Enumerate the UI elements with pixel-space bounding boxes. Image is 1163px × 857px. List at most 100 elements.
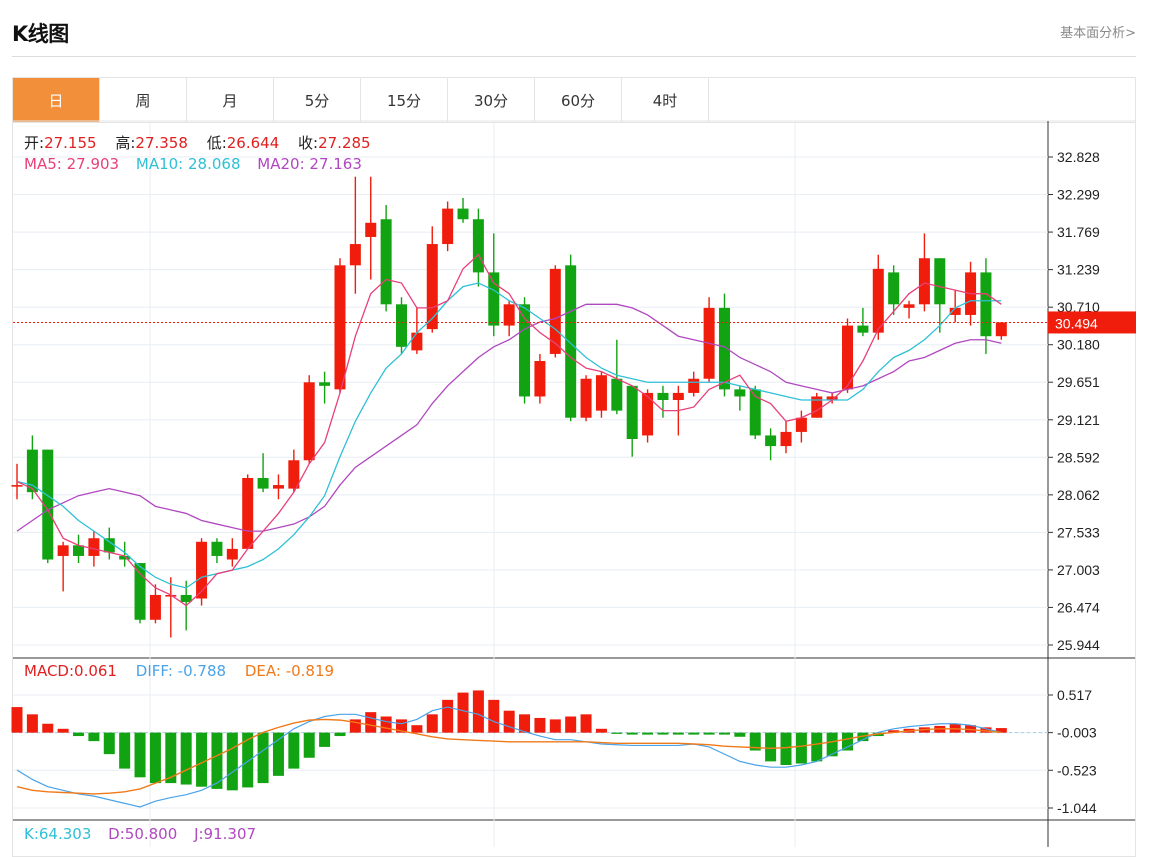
close-label: 收: (298, 134, 319, 152)
candle-body (149, 594, 161, 620)
candle-body (918, 258, 930, 305)
candle (257, 453, 269, 493)
macd-bar (365, 712, 377, 733)
candle-body (442, 208, 454, 245)
macd-bar (842, 732, 854, 751)
candle-body (503, 304, 515, 326)
candle (980, 258, 992, 354)
tab-30min[interactable]: 30分 (448, 78, 535, 122)
candle (334, 258, 346, 393)
tab-month[interactable]: 月 (187, 78, 274, 122)
macd-bar (503, 710, 515, 733)
macd-bar (549, 719, 561, 733)
candle (595, 371, 607, 418)
kline-panel: 日 周 月 5分 15分 30分 60分 4时 (12, 77, 1136, 857)
candle (457, 197, 469, 223)
candle (149, 584, 161, 624)
j-label: J: (194, 825, 204, 843)
macd-bar (472, 690, 484, 733)
candle-body (980, 272, 992, 337)
tab-15min[interactable]: 15分 (361, 78, 448, 122)
candle-body (257, 477, 269, 489)
candle (519, 297, 531, 404)
high-label: 高: (115, 134, 136, 152)
open-label: 开: (24, 134, 45, 152)
macd-tick-label: -1.044 (1057, 800, 1097, 816)
macd-bar (380, 716, 392, 733)
macd-bar (303, 732, 315, 758)
price-tick-label: 25.944 (1057, 637, 1100, 653)
candle-body (995, 322, 1007, 337)
dea-label: DEA: (244, 662, 281, 680)
candle (103, 527, 115, 560)
macd-bar (642, 732, 654, 735)
candle (657, 385, 669, 418)
macd-tick-label: -0.523 (1057, 762, 1097, 778)
tab-week[interactable]: 周 (100, 78, 187, 122)
candle-body (718, 307, 730, 390)
candle-body (534, 361, 546, 397)
macd-bar (57, 728, 69, 733)
k-label: K: (24, 825, 39, 843)
macd-bar (595, 728, 607, 733)
candle-body (734, 389, 746, 397)
candle-body (319, 382, 331, 386)
candle-body (119, 555, 131, 560)
candle-body (749, 389, 761, 436)
macd-bar (119, 732, 131, 769)
macd-bar (426, 714, 438, 733)
candle (995, 322, 1007, 340)
macd-bar (196, 732, 208, 787)
macd-bar (734, 732, 746, 737)
candle-body (73, 545, 85, 556)
period-tabs: 日 周 月 5分 15分 30分 60分 4时 (13, 78, 1135, 123)
d-value: 50.800 (124, 825, 178, 843)
title-divider (12, 56, 1136, 57)
candle-body (626, 385, 638, 439)
ma5-label: MA5: (24, 155, 62, 173)
candle-body (842, 325, 854, 390)
macd-bar (826, 732, 838, 757)
macd-bar (519, 714, 531, 733)
macd-bar (180, 732, 192, 785)
tab-day[interactable]: 日 (13, 78, 100, 122)
candle (134, 563, 146, 624)
candle-body (334, 265, 346, 390)
low-value: 26.644 (226, 134, 280, 152)
ma5-line (16, 253, 1002, 607)
price-tick-label: 27.003 (1057, 562, 1100, 578)
macd-bar (457, 692, 469, 733)
tab-5min[interactable]: 5分 (274, 78, 361, 122)
candle-body (903, 304, 915, 308)
macd-bar (857, 732, 869, 742)
candle-body (88, 538, 100, 556)
macd-bar (688, 732, 700, 735)
candle-body (196, 541, 208, 599)
candle-body (949, 307, 961, 315)
last-price-tag (1048, 311, 1136, 334)
macd-bar (611, 732, 623, 734)
candle (472, 208, 484, 287)
ma10-value: 28.068 (188, 155, 241, 173)
candle-body (611, 378, 623, 411)
macd-bar (534, 717, 546, 733)
fundamental-analysis-link[interactable]: 基本面分析> (1060, 26, 1136, 41)
candle-body (365, 222, 377, 237)
tab-60min[interactable]: 60分 (535, 78, 622, 122)
high-value: 27.358 (135, 134, 188, 152)
macd-tick-label: -0.003 (1057, 725, 1097, 741)
macd-bar (795, 732, 807, 764)
macd-bar (749, 732, 761, 751)
ma20-value: 27.163 (309, 155, 362, 173)
ma10-line (16, 282, 1002, 589)
candle-body (272, 485, 284, 489)
macd-readout: MACD:0.061 DIFF: -0.788 DEA: -0.819 (24, 662, 334, 680)
candle (488, 233, 500, 337)
candle (42, 449, 54, 564)
macd-bar (672, 732, 684, 735)
low-label: 低: (206, 134, 227, 152)
macd-bar (888, 730, 900, 733)
tab-4hour[interactable]: 4时 (622, 78, 709, 122)
candle-body (288, 460, 300, 489)
